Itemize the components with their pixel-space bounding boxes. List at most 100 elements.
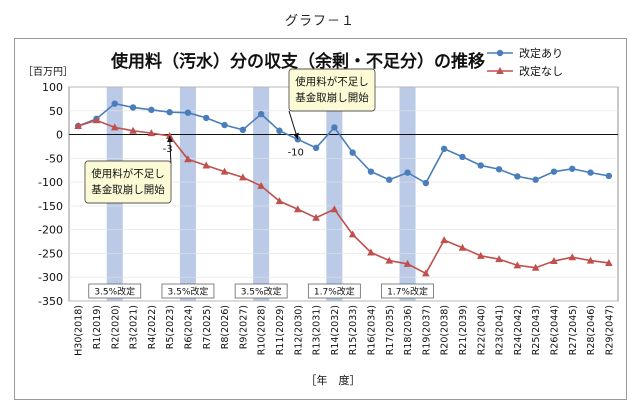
data-point (586, 256, 595, 264)
revision-band (399, 87, 416, 301)
data-point (422, 269, 430, 277)
y-tick-label: 0 (56, 129, 63, 142)
data-point (513, 261, 522, 269)
revision-label-box (234, 283, 288, 299)
data-point (458, 243, 467, 251)
data-point (129, 104, 137, 111)
x-tick-label: R15(2033) (348, 305, 359, 355)
data-point (385, 256, 394, 264)
revision-label-box (88, 283, 142, 299)
data-point (203, 114, 210, 122)
y-tick-label: -100 (38, 176, 63, 189)
revision-label-box (307, 283, 361, 299)
data-point (293, 205, 302, 213)
x-tick-label: R8(2026) (220, 305, 231, 349)
data-point (569, 165, 576, 172)
y-tick-label: 100 (42, 81, 63, 94)
x-tick-label: H30(2018) (74, 305, 85, 356)
data-point (605, 258, 613, 266)
revision-label: 1.7%改定 (387, 286, 428, 298)
x-tick-label: R20(2038) (440, 305, 451, 355)
data-point (147, 129, 156, 137)
x-tick-label: R11(2029) (275, 305, 286, 355)
x-tick-label: R23(2041) (495, 305, 506, 355)
callout-text: 基金取崩し開始 (295, 91, 369, 104)
x-tick-label: R2(2020) (110, 305, 121, 349)
callout-text: 基金取崩し開始 (91, 183, 165, 196)
x-tick-label: R4(2022) (147, 305, 158, 349)
x-tick-label: R9(2027) (238, 305, 249, 349)
data-point (166, 109, 173, 116)
callout-box (288, 68, 376, 112)
x-tick-label: R24(2042) (513, 305, 524, 355)
y-tick-label: -200 (38, 224, 63, 237)
revision-label-box (381, 283, 434, 299)
x-tick-label: R3(2021) (129, 305, 140, 349)
data-point (532, 176, 539, 183)
x-tick-label: R17(2035) (385, 305, 396, 355)
data-point (110, 123, 119, 131)
data-point (367, 168, 375, 175)
x-tick-label: R26(2044) (549, 305, 560, 355)
data-point (495, 255, 503, 263)
data-point (257, 110, 265, 118)
revision-label: 3.5%改定 (241, 286, 282, 298)
x-tick-label: R28(2046) (586, 305, 597, 355)
x-tick-label: R6(2024) (183, 305, 194, 349)
data-point (148, 106, 155, 114)
data-point (514, 173, 521, 180)
data-point (348, 230, 357, 238)
data-point (221, 121, 228, 129)
legend-marker (496, 49, 504, 57)
data-point (531, 263, 540, 271)
x-tick-label: R12(2030) (293, 305, 304, 355)
data-point (495, 166, 503, 173)
data-point (92, 116, 101, 124)
x-tick-label: R21(2039) (458, 305, 469, 355)
legend-entry: 改定あり (519, 46, 563, 60)
callout-arrowhead (293, 132, 299, 140)
y-tick-label: -250 (38, 247, 63, 260)
data-point (367, 248, 375, 256)
data-point (239, 126, 247, 133)
y-tick-label: -300 (38, 271, 63, 284)
data-point (476, 251, 485, 259)
data-point (74, 121, 82, 129)
x-tick-label: R13(2031) (312, 305, 323, 355)
x-tick-label: R27(2045) (568, 305, 579, 355)
x-tick-label: R7(2025) (202, 305, 213, 349)
legend-entry: 改定なし (519, 64, 563, 78)
revision-band (326, 87, 343, 301)
data-point (129, 126, 137, 134)
x-tick-label: R22(2040) (476, 305, 487, 355)
y-tick-label: -350 (38, 295, 63, 308)
y-axis-unit-label: ［百万円］ (23, 66, 73, 78)
y-tick-label: -150 (38, 200, 63, 213)
data-point (605, 172, 613, 180)
x-tick-label: R19(2037) (421, 305, 432, 355)
data-label: -10 (288, 147, 304, 158)
figure-caption: グラフ－１ (284, 14, 355, 29)
x-tick-label: R14(2032) (330, 305, 341, 355)
data-point (165, 131, 174, 139)
data-point (587, 169, 594, 176)
data-point (330, 205, 339, 213)
callout-arrowhead (166, 135, 173, 143)
data-point (276, 127, 283, 134)
data-point (184, 109, 192, 116)
revision-label: 3.5%改定 (94, 286, 135, 298)
data-point (477, 162, 484, 169)
data-point (239, 173, 247, 181)
data-point (440, 145, 448, 153)
line-chart: 使用料（汚水）分の収支（余剰・不足分）の推移 ［百万円］ ［年 度］ 3.5%改… (23, 46, 619, 387)
revision-band (253, 87, 270, 301)
data-label: -3 (163, 144, 173, 155)
revision-label-box (161, 283, 215, 299)
callout-box (84, 160, 172, 204)
data-point (312, 213, 320, 221)
revision-band (179, 87, 196, 301)
data-point (111, 100, 118, 107)
data-point (404, 169, 411, 176)
chart-frame: 使用料（汚水）分の収支（余剰・不足分）の推移 ［百万円］ ［年 度］ 3.5%改… (14, 38, 627, 400)
data-point (568, 253, 577, 261)
